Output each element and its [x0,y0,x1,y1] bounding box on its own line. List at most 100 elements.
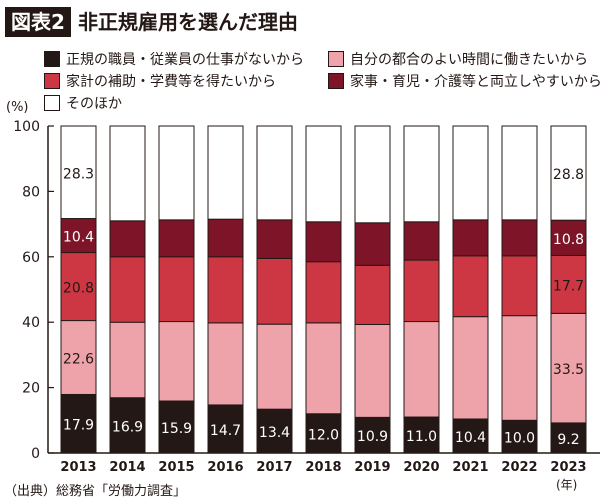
bar-segment [452,255,489,318]
x-tick-label: 2016 [207,460,243,475]
data-label: 12.0 [308,427,339,443]
bar-segment [256,257,293,325]
bar-segment [256,323,293,410]
bar-segment [207,404,244,454]
bar-segment [452,418,489,454]
bar-segment [403,321,440,418]
x-tick-label: 2020 [403,460,439,475]
data-label: 20.8 [63,281,94,297]
bar-segment [354,222,391,266]
bar-segment [207,322,244,406]
bar-segment [354,323,391,418]
bar-segment [109,397,146,454]
bar-segment [354,416,391,454]
legend-swatch [328,51,344,67]
bar-segment [158,256,195,323]
bar-segment [207,218,244,258]
legend-swatch [328,73,344,89]
bar-segment [158,400,195,454]
data-label: 13.4 [259,425,290,441]
data-label: 10.0 [504,431,535,447]
bar-segment [207,125,244,220]
x-tick-label: 2014 [109,460,145,475]
bar-segment [256,219,293,259]
source-note: （出典）総務省「労働力調査」 [4,484,187,499]
data-label: 9.2 [557,432,579,448]
bar-segment [354,125,391,224]
bar-segment [60,320,97,395]
bar-segment [501,219,538,257]
data-label: 10.9 [357,429,388,445]
x-tick-label: 2015 [158,460,194,475]
bar-segment [158,219,195,258]
bar-segment [501,125,538,221]
legend-label: 家事・育児・介護等と両立しやすいから [350,74,602,90]
bar-segment [109,220,146,258]
legend-swatch [44,51,60,67]
legend-swatch [44,73,60,89]
x-tick-label: 2023 [550,460,586,475]
data-label: 15.9 [161,421,192,437]
bar-segment [305,221,342,263]
bar-segment [256,408,293,454]
legend-item-household-income: 家計の補助・学費等を得たいから [44,72,276,90]
legend-item-convenient-hours: 自分の都合のよい時間に働きたいから [328,50,588,68]
bar-segment [501,315,538,421]
legend-label: 正規の職員・従業員の仕事がないから [66,52,304,68]
legend-label: 自分の都合のよい時間に働きたいから [350,52,588,68]
data-label: 10.4 [455,430,486,446]
data-label: 17.7 [553,278,584,294]
x-axis-unit: (年) [556,478,578,492]
x-tick-label: 2013 [60,460,96,475]
y-axis-unit: (%) [6,100,29,115]
chart-title: 非正規雇用を選んだ理由 [78,10,298,34]
y-tick-label: 0 [31,446,40,462]
data-label: 17.9 [63,418,94,434]
bar-segment [403,125,440,223]
bar-segment [109,256,146,323]
bar-segment [158,321,195,402]
bar-segment [256,125,293,221]
bar-segment [207,256,244,324]
bar-segment [305,413,342,454]
bar-segment [403,221,440,261]
y-tick-label: 40 [22,315,40,331]
bar-segment [60,125,97,220]
figure-label: 図表2 [5,7,71,37]
data-label: 14.7 [210,423,241,439]
bar-segment [60,218,97,254]
bar-segment [354,264,391,325]
bar-segment [109,321,146,399]
legend-swatch [44,95,60,111]
bar-segment [452,219,489,257]
bar-segment [550,125,587,221]
legend-item-no-regular-job: 正規の職員・従業員の仕事がないから [44,50,304,68]
x-tick-label: 2017 [256,460,292,475]
data-label: 16.9 [112,419,143,435]
bar-segment [60,252,97,322]
legend-label: そのほか [66,96,122,112]
data-label: 28.8 [553,167,584,183]
data-label: 11.0 [406,429,437,445]
legend-label: 家計の補助・学費等を得たいから [66,74,276,90]
bar-segment [305,125,342,223]
x-tick-label: 2018 [305,460,341,475]
x-tick-label: 2022 [501,460,537,475]
y-tick-label: 80 [22,184,40,200]
data-label: 22.6 [63,352,94,368]
x-tick-label: 2021 [452,460,488,475]
x-tick-label: 2019 [354,460,390,475]
bar-segment [452,125,489,221]
bar-segment [550,254,587,314]
data-label: 28.3 [63,166,94,182]
bar-segment [550,422,587,454]
bar-segment [158,125,195,221]
data-label: 10.4 [63,230,94,246]
bar-segment [501,255,538,317]
bar-segment [305,322,342,415]
y-tick-label: 100 [13,119,40,135]
bar-segment [403,259,440,323]
data-label: 10.8 [553,232,584,248]
bar-segment [305,261,342,324]
